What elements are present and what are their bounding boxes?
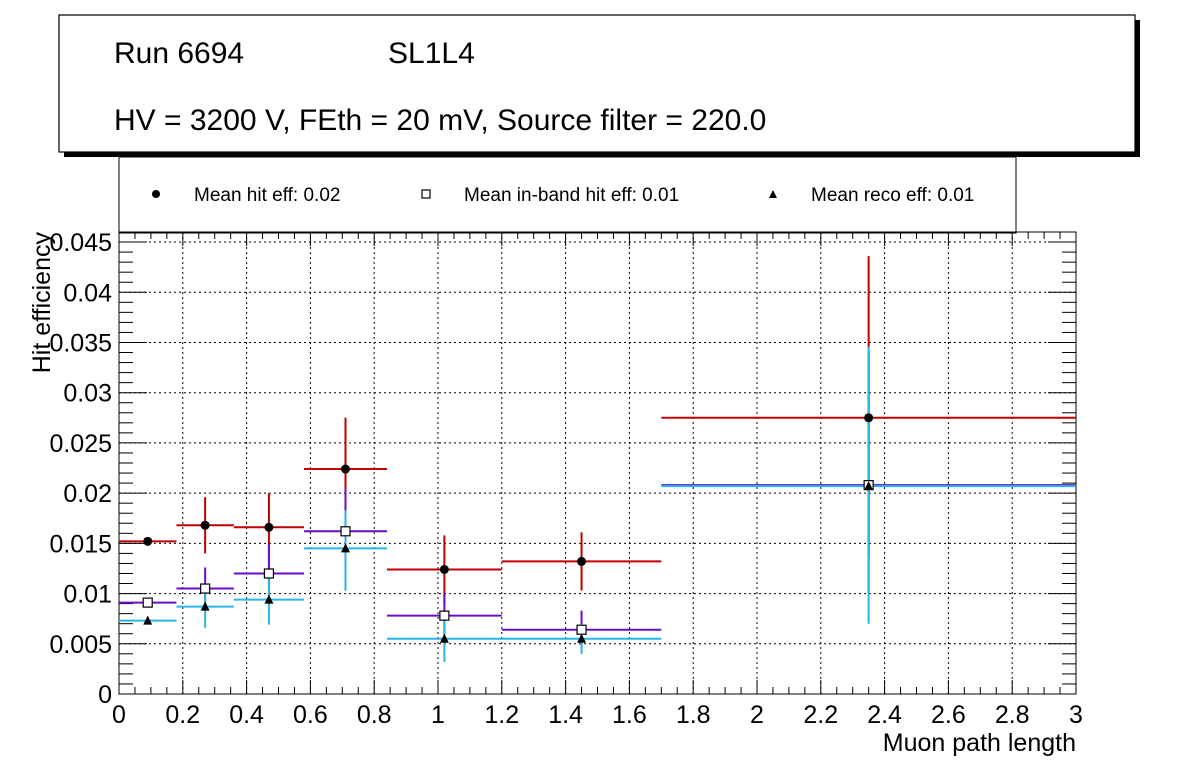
- data-point-circle: [864, 413, 874, 423]
- x-tick-label: 1: [431, 701, 445, 729]
- series-circle: [119, 256, 1076, 604]
- y-tick-label: 0.01: [63, 581, 112, 609]
- axis-ticks: [118, 231, 1077, 695]
- title-layer: SL1L4: [388, 37, 475, 70]
- x-tick-label: 3: [1069, 701, 1083, 729]
- y-tick-label: 0.015: [49, 530, 112, 558]
- data-point-square: [576, 624, 587, 635]
- data-point-square: [263, 568, 275, 579]
- y-axis-title: Hit efficiency: [28, 232, 56, 374]
- y-tick-label: 0.02: [63, 480, 112, 508]
- y-tick-label: 0.04: [63, 279, 112, 307]
- markers-triangle: [143, 481, 874, 643]
- markers-circle: [143, 413, 874, 574]
- y-tick-label: 0: [98, 681, 112, 709]
- x-tick-label: 0: [112, 701, 126, 729]
- y-tick-labels: 0 0.005 0.01 0.015 0.02 0.025 0.03 0.035 0.04 0.0…: [49, 229, 112, 709]
- x-tick-label: 2.2: [803, 701, 838, 729]
- legend-label-inband: Mean in-band hit eff: 0.01: [464, 185, 679, 206]
- y-tick-label: 0.045: [49, 229, 112, 257]
- x-tick-label: 2: [750, 701, 764, 729]
- x-tick-label: 2.4: [867, 701, 902, 729]
- data-series: [119, 256, 1076, 662]
- x-tick-label: 0.6: [293, 701, 328, 729]
- grid: [119, 232, 1076, 694]
- title-run: Run 6694: [114, 37, 244, 70]
- x-tick-label: 1.2: [484, 701, 519, 729]
- title-box: Run 6694 SL1L4 HV = 3200 V, FEth = 20 mV…: [58, 14, 1140, 157]
- legend-marker-square-icon: [421, 189, 431, 199]
- data-point-circle: [143, 536, 153, 546]
- data-point-triangle: [200, 601, 210, 611]
- data-point-circle: [200, 520, 210, 530]
- x-axis-title: Muon path length: [883, 729, 1076, 757]
- data-point-square: [340, 526, 351, 537]
- plot-frame: [118, 231, 1077, 695]
- y-tick-label: 0.03: [63, 380, 112, 408]
- markers-open-square: [142, 479, 874, 635]
- x-tick-label: 0.8: [357, 701, 392, 729]
- x-tick-label: 1.6: [612, 701, 647, 729]
- series-open-square: [119, 352, 1076, 649]
- series-triangle: [119, 346, 1076, 662]
- data-point-square: [200, 583, 211, 594]
- data-point-square: [439, 610, 450, 621]
- title-conditions: HV = 3200 V, FEth = 20 mV, Source filter…: [114, 104, 766, 137]
- data-point-circle: [264, 522, 274, 532]
- x-tick-label: 0.4: [229, 701, 264, 729]
- data-point-triangle: [264, 594, 274, 604]
- x-tick-label: 0.2: [165, 701, 200, 729]
- x-tick-label: 1.4: [548, 701, 583, 729]
- y-tick-label: 0.035: [49, 329, 112, 357]
- y-tick-label: 0.005: [49, 631, 112, 659]
- legend-label-reco: Mean reco eff: 0.01: [811, 185, 974, 206]
- data-point-triangle: [340, 543, 350, 553]
- x-tick-label: 1.8: [676, 701, 711, 729]
- data-point-circle: [340, 464, 350, 474]
- legend-marker-circle-icon: [152, 190, 160, 198]
- y-tick-label: 0.025: [49, 430, 112, 458]
- data-point-triangle: [143, 615, 153, 625]
- data-point-circle: [439, 564, 449, 574]
- legend-marker-triangle-icon: [769, 190, 777, 198]
- legend-label-hit: Mean hit eff: 0.02: [194, 185, 340, 206]
- data-point-square: [142, 597, 153, 608]
- data-point-triangle: [439, 633, 449, 643]
- x-tick-label: 2.8: [995, 701, 1030, 729]
- legend: Mean hit eff: 0.02 Mean in-band hit eff:…: [118, 156, 1017, 234]
- x-tick-labels: 0 0.2 0.4 0.6 0.8 1 1.2 1.4 1.6 1.8 2 2.2 2.4 2.6 2.8 3: [112, 701, 1083, 729]
- data-point-circle: [577, 556, 587, 566]
- data-point-triangle: [577, 633, 587, 643]
- data-point-triangle: [864, 481, 874, 491]
- x-tick-label: 2.6: [931, 701, 966, 729]
